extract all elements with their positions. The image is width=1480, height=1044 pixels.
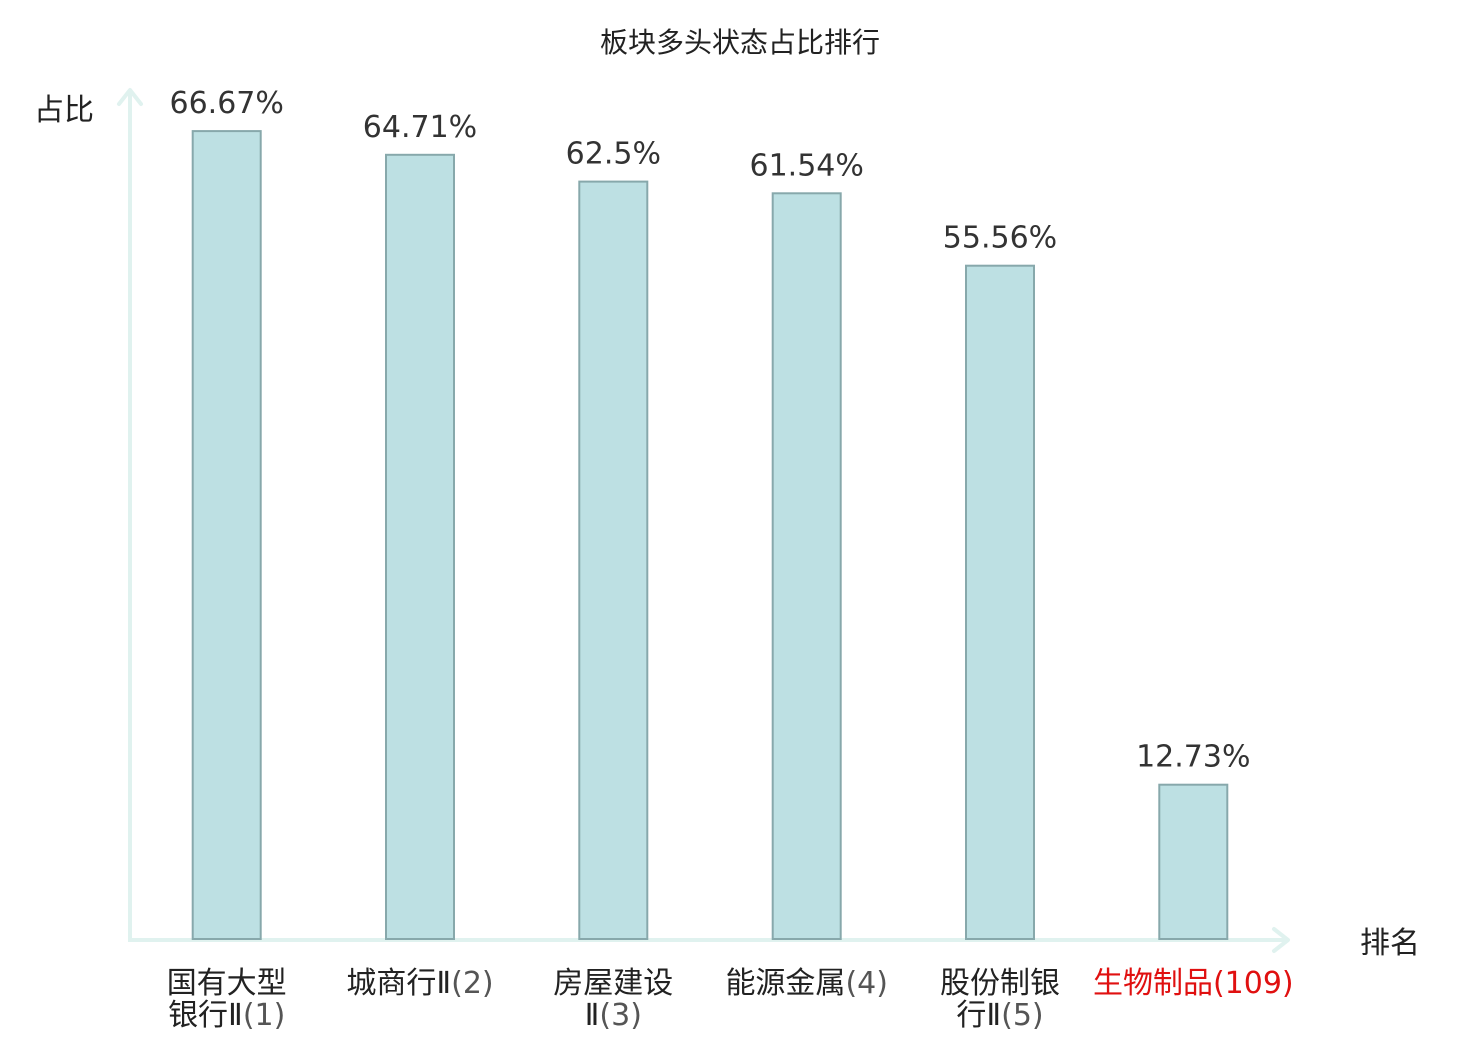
y-axis-label: 占比 — [34, 93, 94, 128]
x-tick-labels-group: 国有大型银行Ⅱ(1) 城商行Ⅱ(2) 房屋建设 Ⅱ(3) 能源金属(4) 股份制银行Ⅱ(5… — [167, 966, 1294, 1033]
bar-value-label: 62.5% — [566, 137, 661, 172]
x-tick-label: 城商行Ⅱ(2) — [346, 966, 493, 1001]
x-tick-label: 能源金属(4) — [725, 966, 888, 1001]
x-tick-label-rank: (3) — [599, 998, 642, 1033]
x-tick-label-name: 生物制品 — [1093, 966, 1213, 1001]
x-axis-arrow-icon — [1272, 927, 1290, 953]
chart-title: 板块多头状态占比排行 — [600, 26, 880, 59]
bar — [578, 180, 649, 941]
bar — [191, 130, 262, 941]
x-tick-label-rank: (5) — [1001, 998, 1044, 1033]
bar — [385, 153, 455, 941]
bar-value-label: 61.54% — [750, 148, 864, 183]
bar — [771, 192, 842, 941]
bar — [965, 264, 1035, 940]
x-tick-label-name: 行Ⅱ — [956, 998, 1001, 1033]
x-tick-label-name: 房屋建设 — [553, 966, 673, 1001]
x-tick-label: 房屋建设 Ⅱ(3) — [553, 966, 673, 1033]
x-tick-label: 股份制银行Ⅱ(5) — [940, 966, 1060, 1033]
x-tick-label-name: 能源金属 — [725, 966, 845, 1001]
bar-value-label: 12.73% — [1136, 740, 1250, 775]
bars-group — [191, 130, 1229, 941]
x-axis-label: 排名 — [1360, 926, 1420, 961]
x-tick-label-rank: (109) — [1213, 966, 1294, 1001]
x-tick-label-name: 国有大型 — [167, 966, 287, 1001]
x-tick-label-rank: (2) — [451, 966, 494, 1001]
x-tick-label: 国有大型银行Ⅱ(1) — [167, 966, 287, 1033]
x-tick-label-name: 股份制银 — [940, 966, 1060, 1001]
value-labels-group: 66.67% 64.71% 62.5% 61.54% 55.56% 12.73% — [170, 86, 1251, 775]
x-tick-label-rank: (1) — [243, 998, 286, 1033]
bar-value-label: 55.56% — [943, 221, 1057, 256]
x-tick-label-rank: (4) — [845, 966, 888, 1001]
x-tick-label-name: Ⅱ — [585, 998, 600, 1033]
y-axis-arrow-icon — [117, 88, 143, 106]
x-tick-label-name: 城商行Ⅱ — [346, 966, 451, 1001]
x-tick-label-name: 银行Ⅱ — [168, 998, 243, 1033]
axes — [117, 88, 1290, 953]
bar — [1158, 783, 1229, 941]
x-tick-label: 生物制品(109) — [1093, 966, 1294, 1001]
bar-value-label: 64.71% — [363, 110, 477, 145]
bar-value-label: 66.67% — [170, 86, 284, 121]
